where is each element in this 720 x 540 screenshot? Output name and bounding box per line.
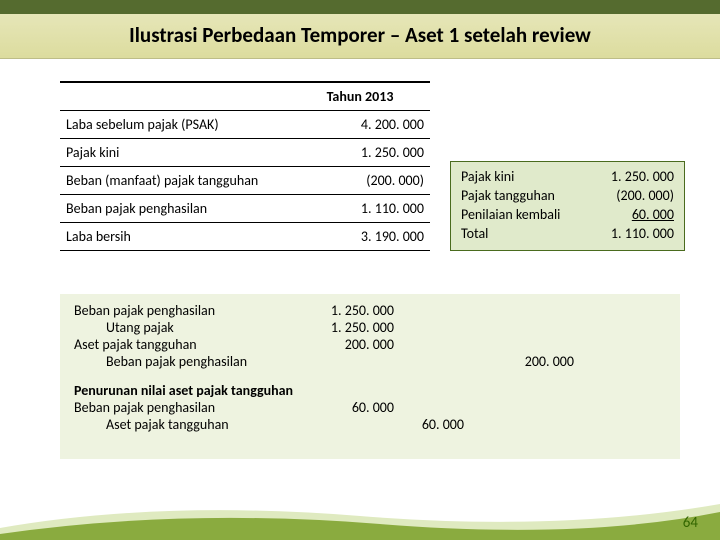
journal-entries-band: Beban pajak penghasilan 1. 250. 000 Utan… (60, 294, 680, 459)
entry-amount: 1. 250. 000 (304, 319, 394, 336)
row-label: Pajak kini (60, 139, 290, 167)
side-row: Penilaian kembali 60. 000 (461, 206, 674, 225)
table-row: Beban pajak penghasilan 1. 110. 000 (60, 195, 430, 223)
entry-amount: 60. 000 (304, 399, 394, 416)
side-label: Pajak kini (461, 168, 514, 187)
side-label: Penilaian kembali (461, 206, 560, 225)
entry-amount: 200. 000 (304, 336, 394, 353)
entry-amount: 1. 250. 000 (304, 302, 394, 319)
journal-entry-1: Beban pajak penghasilan 1. 250. 000 Utan… (74, 302, 666, 370)
row-value: 1. 250. 000 (290, 139, 430, 167)
row-value: (200. 000) (290, 167, 430, 195)
entry-label: Utang pajak (74, 319, 304, 336)
top-bar (0, 0, 720, 14)
journal-entry-2: Penurunan nilai aset pajak tangguhan Beb… (74, 382, 666, 433)
side-value: 60. 000 (584, 206, 674, 225)
slide-title: Ilustrasi Perbedaan Temporer – Aset 1 se… (0, 22, 720, 48)
entry-amount-right: 60. 000 (394, 416, 464, 433)
row-value: 4. 200. 000 (290, 111, 430, 139)
entry-amount (304, 353, 394, 370)
side-row: Total 1. 110. 000 (461, 225, 674, 244)
title-band: Ilustrasi Perbedaan Temporer – Aset 1 se… (0, 14, 720, 59)
side-value: (200. 000) (584, 187, 674, 206)
entry-heading: Penurunan nilai aset pajak tangguhan (74, 382, 293, 399)
side-value: 1. 110. 000 (584, 225, 674, 244)
row-value: 3. 190. 000 (290, 223, 430, 251)
entry-label: Beban pajak penghasilan (74, 353, 304, 370)
entry-label: Aset pajak tangguhan (74, 416, 304, 433)
side-label: Pajak tangguhan (461, 187, 555, 206)
row-label: Laba sebelum pajak (PSAK) (60, 111, 290, 139)
year-header: Tahun 2013 (290, 82, 430, 111)
side-row: Pajak tangguhan (200. 000) (461, 187, 674, 206)
entry-label: Beban pajak penghasilan (74, 302, 304, 319)
footer-curve (0, 494, 720, 540)
table-row: Laba bersih 3. 190. 000 (60, 223, 430, 251)
entry-label: Aset pajak tangguhan (74, 336, 304, 353)
row-label: Laba bersih (60, 223, 290, 251)
entry-amount (304, 416, 394, 433)
entry-amount-right: 200. 000 (394, 353, 574, 370)
row-value: 1. 110. 000 (290, 195, 430, 223)
table-row: Pajak kini 1. 250. 000 (60, 139, 430, 167)
summary-table: Tahun 2013 Laba sebelum pajak (PSAK) 4. … (60, 81, 430, 251)
row-label: Beban (manfaat) pajak tangguhan (60, 167, 290, 195)
table-row: Laba sebelum pajak (PSAK) 4. 200. 000 (60, 111, 430, 139)
table-row: Beban (manfaat) pajak tangguhan (200. 00… (60, 167, 430, 195)
entry-label: Beban pajak penghasilan (74, 399, 304, 416)
blank-header (60, 82, 290, 111)
side-summary-box: Pajak kini 1. 250. 000 Pajak tangguhan (… (450, 161, 685, 251)
side-row: Pajak kini 1. 250. 000 (461, 168, 674, 187)
side-label: Total (461, 225, 488, 244)
row-label: Beban pajak penghasilan (60, 195, 290, 223)
page-number: 64 (683, 514, 698, 532)
side-value: 1. 250. 000 (584, 168, 674, 187)
